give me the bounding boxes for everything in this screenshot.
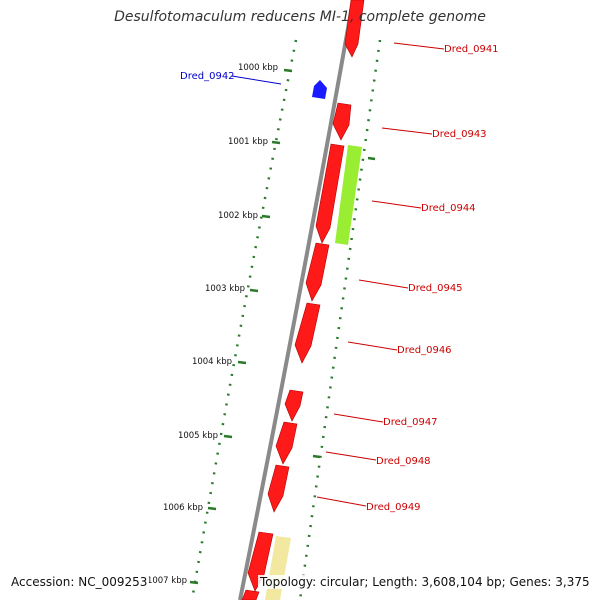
tick-mark [261, 214, 271, 219]
tick-mark [207, 506, 217, 511]
gene-arrow-dred-0944[interactable] [315, 143, 345, 244]
leader-line [347, 341, 398, 351]
gene-label-dred-0946[interactable]: Dred_0946 [397, 345, 452, 356]
tick-label: 1007 kbp [147, 576, 187, 586]
leader-line [381, 127, 433, 135]
tick-mark [223, 434, 233, 439]
genome-backbone [238, 0, 355, 600]
gene-features [241, 0, 365, 600]
gene-label-dred-0941[interactable]: Dred_0941 [444, 44, 499, 55]
gene-label-dred-0943[interactable]: Dred_0943 [432, 129, 487, 140]
leader-line [358, 279, 409, 289]
leader-line [393, 42, 445, 50]
gene-label-dred-0947[interactable]: Dred_0947 [383, 417, 438, 428]
gene-labels: Dred_0941 Dred_0942 Dred_0943 Dred_0944 … [180, 44, 499, 513]
gene-label-dred-0942[interactable]: Dred_0942 [180, 71, 235, 82]
leader-line [333, 413, 384, 423]
tick-mark [249, 288, 259, 293]
leader-line [316, 496, 367, 507]
gene-arrow-dred-0944-green[interactable] [335, 145, 362, 245]
leader-line [231, 75, 282, 85]
accession-label: Accession: NC_009253 [9, 575, 150, 589]
tick-label: 1002 kbp [218, 211, 258, 221]
gene-arrow-dred-0943[interactable] [332, 102, 352, 141]
tick-mark [237, 360, 247, 365]
tick-mark [189, 580, 199, 585]
gene-label-dred-0944[interactable]: Dred_0944 [421, 203, 476, 214]
tick-label: 1006 kbp [163, 503, 203, 513]
tick-mark [312, 454, 321, 459]
tick-label: 1005 kbp [178, 431, 218, 441]
gene-label-dred-0948[interactable]: Dred_0948 [376, 456, 431, 467]
tick-mark [283, 68, 293, 73]
tick-label: 1000 kbp [238, 63, 278, 73]
leader-lines [231, 42, 445, 507]
gene-arrow-dred-0948[interactable] [275, 421, 298, 465]
tick-label: 1004 kbp [192, 357, 232, 367]
leader-line [371, 200, 422, 209]
tick-labels: 1000 kbp 1001 kbp 1002 kbp 1003 kbp 1004… [147, 63, 278, 586]
tick-label: 1001 kbp [228, 137, 268, 147]
topology-label: Topology: circular; Length: 3,608,104 bp… [258, 575, 592, 589]
gene-arrow-bottom[interactable] [241, 589, 260, 600]
gene-label-dred-0949[interactable]: Dred_0949 [366, 502, 421, 513]
gene-label-dred-0945[interactable]: Dred_0945 [408, 283, 463, 294]
tick-marks [189, 68, 376, 585]
gene-arrow-dred-0947[interactable] [284, 389, 304, 422]
leader-line [325, 451, 377, 461]
tick-label: 1003 kbp [205, 284, 245, 294]
gene-arrow-dred-0942[interactable] [312, 80, 327, 99]
tick-mark [367, 156, 376, 161]
inner-tick-ring [190, 39, 298, 600]
tick-mark [271, 140, 281, 145]
gene-arrow-dred-0945[interactable] [305, 242, 330, 302]
gene-arrow-dred-0949[interactable] [267, 464, 290, 513]
gene-arrow-dred-0941[interactable] [344, 0, 365, 58]
gene-arrow-dred-0946[interactable] [294, 302, 321, 364]
map-title: Desulfotomaculum reducens MI-1, complete… [114, 9, 486, 25]
